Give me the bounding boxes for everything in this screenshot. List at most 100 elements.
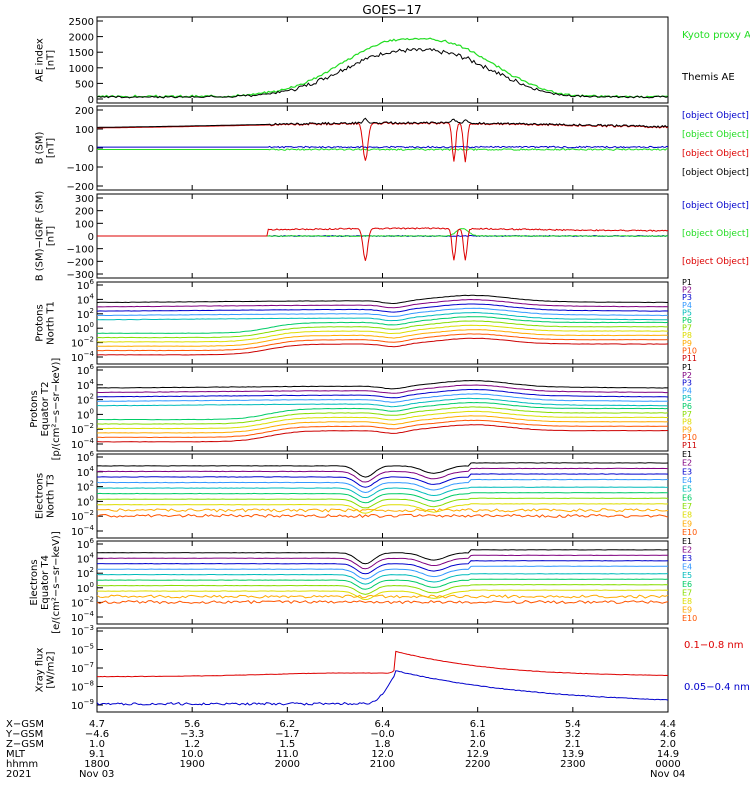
y-tick-exponent: −3 [84, 624, 94, 632]
legend-e2: E2 [682, 546, 692, 555]
y-tick-label: 0 [88, 95, 94, 106]
row-label: MLT [6, 749, 26, 760]
series-p4 [96, 393, 669, 403]
series-p7 [96, 406, 669, 425]
y-tick-label: 102 [77, 307, 94, 321]
y-tick-exponent: −4 [84, 524, 95, 532]
y-tick-exponent: −2 [84, 509, 94, 517]
y-axis-label: [W/m2] [46, 651, 57, 688]
y-tick-exponent: 6 [90, 450, 95, 458]
panel-frame [96, 105, 669, 191]
y-tick-label: 10−4 [71, 524, 95, 538]
y-tick-label: 100 [75, 125, 94, 136]
series-p6 [97, 401, 669, 421]
row-value: 0000 [655, 759, 680, 770]
y-tick-exponent: 2 [90, 393, 94, 401]
y-tick-exponent: −4 [84, 437, 95, 445]
y-tick-exponent: 6 [90, 363, 95, 371]
y-tick-exponent: 6 [90, 278, 95, 286]
panel-protons-t1: Protons North T110610410210010−210−4P1P2P… [35, 278, 697, 365]
panel-frame [96, 281, 669, 365]
row-value: 4.7 [89, 719, 105, 730]
series-p9 [97, 329, 668, 347]
legend-p7: P7 [682, 324, 692, 333]
series-p11 [96, 337, 669, 356]
y-tick-exponent: 0 [90, 321, 94, 329]
row-value: 13.9 [562, 749, 584, 760]
legend-p8: P8 [682, 331, 692, 340]
row-value: 3.2 [565, 729, 581, 740]
legend-themis-ae: Themis AE [681, 72, 735, 83]
y-tick-label: 106 [77, 278, 95, 292]
row-value: 5.6 [184, 719, 200, 730]
legend-p10: P10 [682, 433, 697, 442]
y-axis-label: AE index [35, 38, 46, 82]
y-axis-label: Electrons [35, 473, 46, 519]
row-value: 2.0 [660, 739, 676, 750]
legend-p11: P11 [682, 441, 697, 450]
row-value: 4.6 [660, 729, 676, 740]
series-e2 [96, 467, 669, 483]
y-tick-label: 10−2 [71, 336, 94, 350]
series-e3 [96, 560, 669, 575]
y-tick-exponent: 0 [90, 407, 94, 415]
series-p8 [96, 324, 668, 343]
legend-e9: E9 [682, 519, 692, 528]
legend-bz: [object Object] [682, 149, 749, 159]
row-value: 2100 [370, 759, 395, 770]
y-tick-label: 106 [77, 450, 95, 464]
series-e10 [96, 599, 669, 605]
legend-e1: E1 [682, 537, 692, 546]
y-axis-label: North T3 [46, 474, 57, 518]
y-axis-label: [nT] [46, 226, 57, 246]
series-p11 [96, 424, 669, 443]
legend-p10: P10 [682, 346, 697, 355]
panel-frame [96, 16, 669, 104]
row-value: 9.1 [89, 749, 105, 760]
series-e3 [97, 473, 669, 488]
legend-e4: E4 [682, 476, 692, 485]
y-axis-label: [nT] [46, 50, 57, 70]
series-p10 [97, 333, 669, 352]
y-tick-label: 100 [77, 321, 94, 335]
y-tick-label: 104 [77, 552, 95, 566]
legend-xray-short: 0.05−0.4 nm [684, 682, 750, 693]
date-end: Nov 04 [650, 769, 685, 780]
y-axis-label: North T1 [46, 301, 57, 345]
series-p2 [96, 384, 668, 394]
date-start: Nov 03 [79, 769, 114, 780]
series-p10 [96, 419, 669, 439]
panel-frame [96, 453, 669, 539]
y-axis-label: Xray flux [35, 648, 46, 693]
y-tick-exponent: 2 [90, 307, 94, 315]
y-tick-exponent: −5 [84, 643, 94, 651]
legend-p3: P3 [682, 379, 692, 388]
y-tick-exponent: −8 [84, 680, 94, 688]
row-value: 10.0 [181, 749, 203, 760]
y-tick-exponent: 4 [90, 292, 95, 300]
panel-frame [96, 540, 669, 625]
y-tick-exponent: 0 [90, 494, 94, 502]
y-tick-label: −100 [67, 163, 94, 174]
legend-e3: E3 [682, 554, 692, 563]
y-tick-label: 200 [75, 106, 94, 117]
legend-e6: E6 [682, 493, 692, 502]
legend-bz: [object Object] [682, 257, 749, 267]
legend-p1: P1 [682, 278, 692, 287]
y-tick-exponent: −4 [84, 350, 95, 358]
y-tick-exponent: 4 [90, 378, 95, 386]
series-e4 [96, 478, 669, 494]
y-tick-label: 10−4 [71, 610, 95, 624]
series-p3 [96, 303, 669, 313]
y-tick-label: 100 [77, 407, 94, 421]
legend-e10: E10 [682, 614, 697, 623]
legend-p6: P6 [682, 402, 692, 411]
legend-bx: [object Object] [682, 111, 749, 121]
y-tick-label: 102 [77, 393, 94, 407]
legend-p9: P9 [682, 339, 692, 348]
series-e9 [96, 594, 669, 599]
legend-e2: E2 [682, 459, 692, 468]
y-tick-label: 106 [77, 363, 95, 377]
row-value: 1.0 [89, 739, 105, 750]
